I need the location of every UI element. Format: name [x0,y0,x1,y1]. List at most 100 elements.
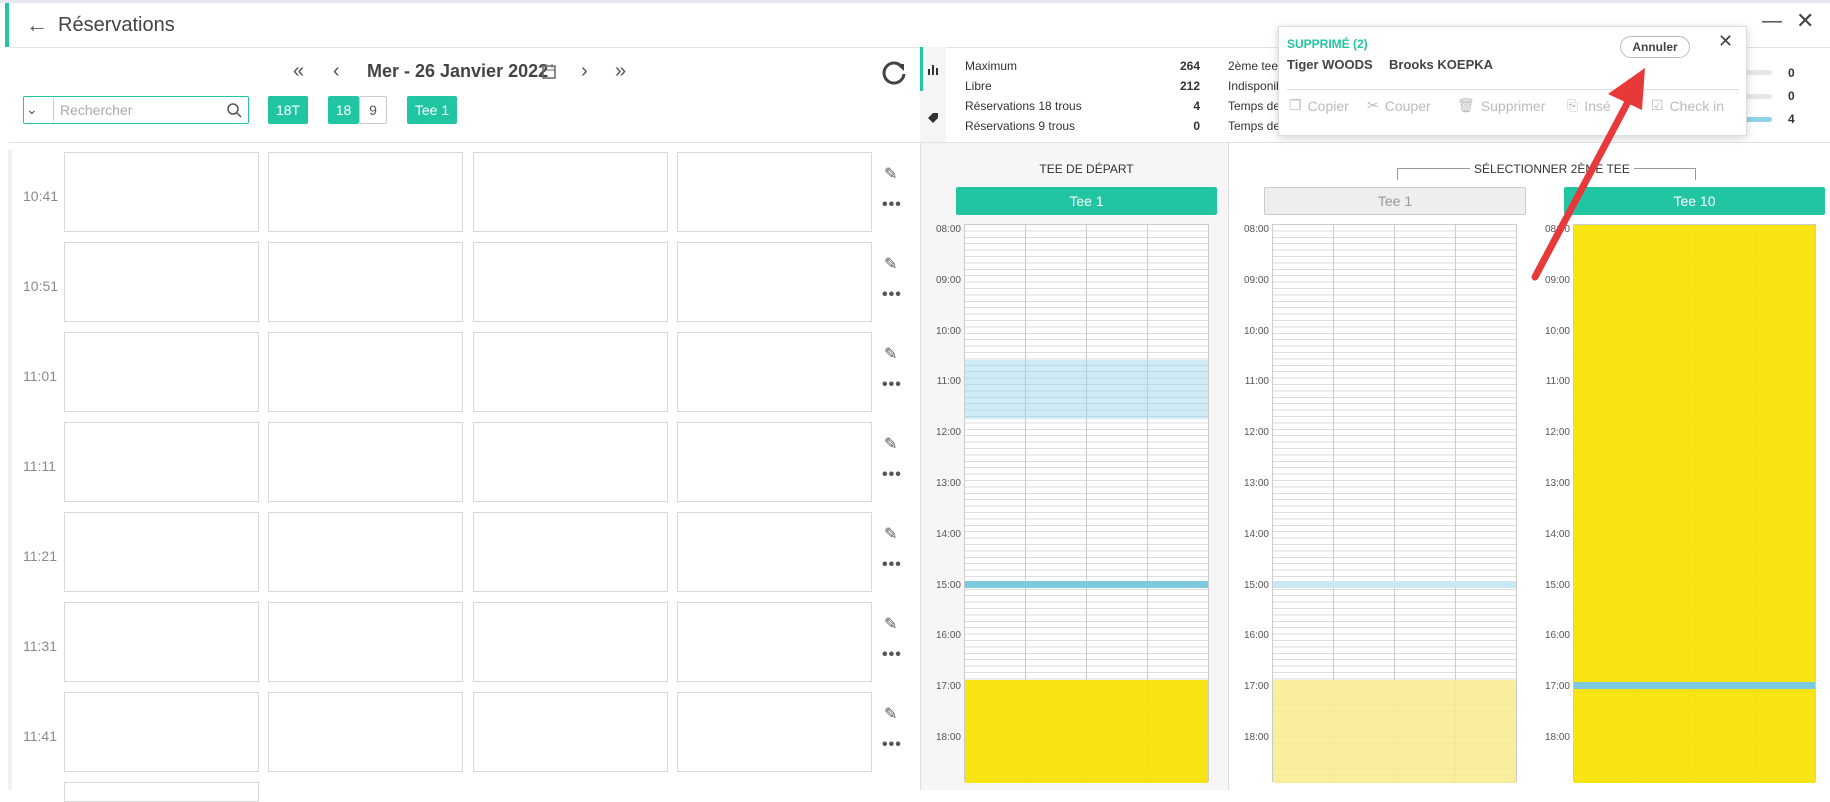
refresh[interactable] [880,58,908,86]
next-week[interactable]: » [615,60,627,82]
popup-action[interactable]: 🗑 Supprimer [1457,97,1545,114]
hour-label: 11:00 [936,376,961,388]
filter-9[interactable]: 9 [359,96,387,124]
more-options[interactable]: ••• [882,736,902,753]
slot-cell[interactable] [677,512,872,592]
slot-cell[interactable] [64,332,259,412]
slot-time: 10:51 [23,278,59,294]
slot-cell[interactable] [268,692,463,772]
hour-label: 16:00 [1544,630,1570,642]
slot-cell[interactable] [473,152,668,232]
add-player[interactable]: ✎ [884,166,898,183]
slot-cell[interactable] [268,512,463,592]
slot-cell[interactable] [268,422,463,502]
slot-cell[interactable] [268,332,463,412]
slot-cell[interactable] [473,602,668,682]
more-options[interactable]: ••• [882,556,902,573]
block-line [965,581,1208,588]
popup-action[interactable]: ⎘ Insé [1567,97,1611,114]
slot-cell[interactable] [677,242,872,322]
add-player[interactable]: ✎ [884,256,898,273]
second-tee[interactable]: Tee 10 [1564,187,1825,215]
more-options[interactable]: ••• [882,466,902,483]
slot-cell[interactable] [473,242,668,322]
block-unavailable [1574,225,1815,783]
current-date: Mer - 26 Janvier 2022 [367,61,549,81]
next-day[interactable]: › [581,60,588,82]
slot-cell[interactable] [268,152,463,232]
stats-tab-icon[interactable] [927,63,939,75]
cancel-button[interactable]: Annuler [1620,36,1690,58]
filter-18t[interactable]: 18T [268,96,308,124]
stat-bar [1739,70,1772,75]
more-options[interactable]: ••• [882,646,902,663]
more-options[interactable]: ••• [882,196,902,213]
popup-action[interactable]: ✂ Couper [1367,97,1431,114]
prev-day[interactable]: ‹ [333,60,340,82]
action-icon: ❐ [1289,97,1302,113]
slot-cell[interactable] [64,602,259,682]
stat-label: Temps de [1228,99,1281,113]
search-icon[interactable] [226,102,242,118]
add-player[interactable]: ✎ [884,616,898,633]
slot-cell[interactable] [677,692,872,772]
popup-action[interactable]: ❐ Copier [1289,97,1349,114]
hour-label: 09:00 [1243,274,1269,286]
stat-label: Réservations 9 trous [965,119,1076,133]
bracket [1695,168,1696,180]
calendar-icon[interactable] [542,64,556,79]
minimize[interactable]: — [1762,10,1782,32]
slot-cell[interactable] [677,422,872,502]
start-tee[interactable]: Tee 1 [956,187,1217,215]
add-player[interactable]: ✎ [884,526,898,543]
search-box[interactable] [23,96,249,124]
scrollbar[interactable] [8,150,12,790]
stat-label: Libre [965,79,992,93]
hour-label: 15:00 [1243,579,1269,591]
close-window[interactable]: ✕ [1796,8,1815,33]
popup-title: SUPPRIMÉ (2) [1287,37,1368,51]
slot-cell[interactable] [677,152,872,232]
popup-action[interactable]: ☑ Check in [1651,97,1724,114]
slot-cell[interactable] [473,512,668,592]
slot-cell[interactable] [473,422,668,502]
slot-cell[interactable] [268,242,463,322]
slot-cell[interactable] [268,602,463,682]
hour-label: 16:00 [935,630,961,642]
action-icon: 🗑 [1457,97,1475,113]
slot-cell[interactable] [677,602,872,682]
hour-label: 10:00 [1544,325,1570,337]
back-arrow[interactable]: ← [26,12,48,37]
panel-separator [1228,143,1229,790]
search-placeholder: Rechercher [60,102,133,118]
slot-cell[interactable] [64,152,259,232]
tee-grid [1272,224,1517,783]
bracket [1397,168,1398,180]
tee-grid [964,224,1209,783]
slot-cell[interactable] [64,422,259,502]
more-options[interactable]: ••• [882,376,902,393]
popup-close[interactable]: ✕ [1718,31,1734,51]
add-player[interactable]: ✎ [884,346,898,363]
slot-cell[interactable] [64,512,259,592]
stat-bar [1739,94,1772,99]
add-player[interactable]: ✎ [884,436,898,453]
filter-18[interactable]: 18 [328,96,359,124]
tag-tab-icon[interactable] [927,112,939,124]
tee-grid [1573,224,1816,783]
stat-value: 4 [1788,112,1795,126]
slot-cell[interactable] [473,692,668,772]
add-player[interactable]: ✎ [884,706,898,723]
dropdown-toggle[interactable]: ⌄ [26,101,38,117]
hour-label: 09:00 [935,274,961,286]
slot-cell[interactable] [64,692,259,772]
slot-cell[interactable] [677,332,872,412]
filter-tee[interactable]: Tee 1 [407,96,457,124]
slot-cell[interactable] [473,332,668,412]
prev-week[interactable]: « [293,60,305,82]
second-tee[interactable]: Tee 1 [1264,187,1526,215]
slot-time: 11:41 [23,728,57,744]
slot-cell[interactable] [64,242,259,322]
more-options[interactable]: ••• [882,286,902,303]
hour-label: 10:00 [1243,325,1269,337]
